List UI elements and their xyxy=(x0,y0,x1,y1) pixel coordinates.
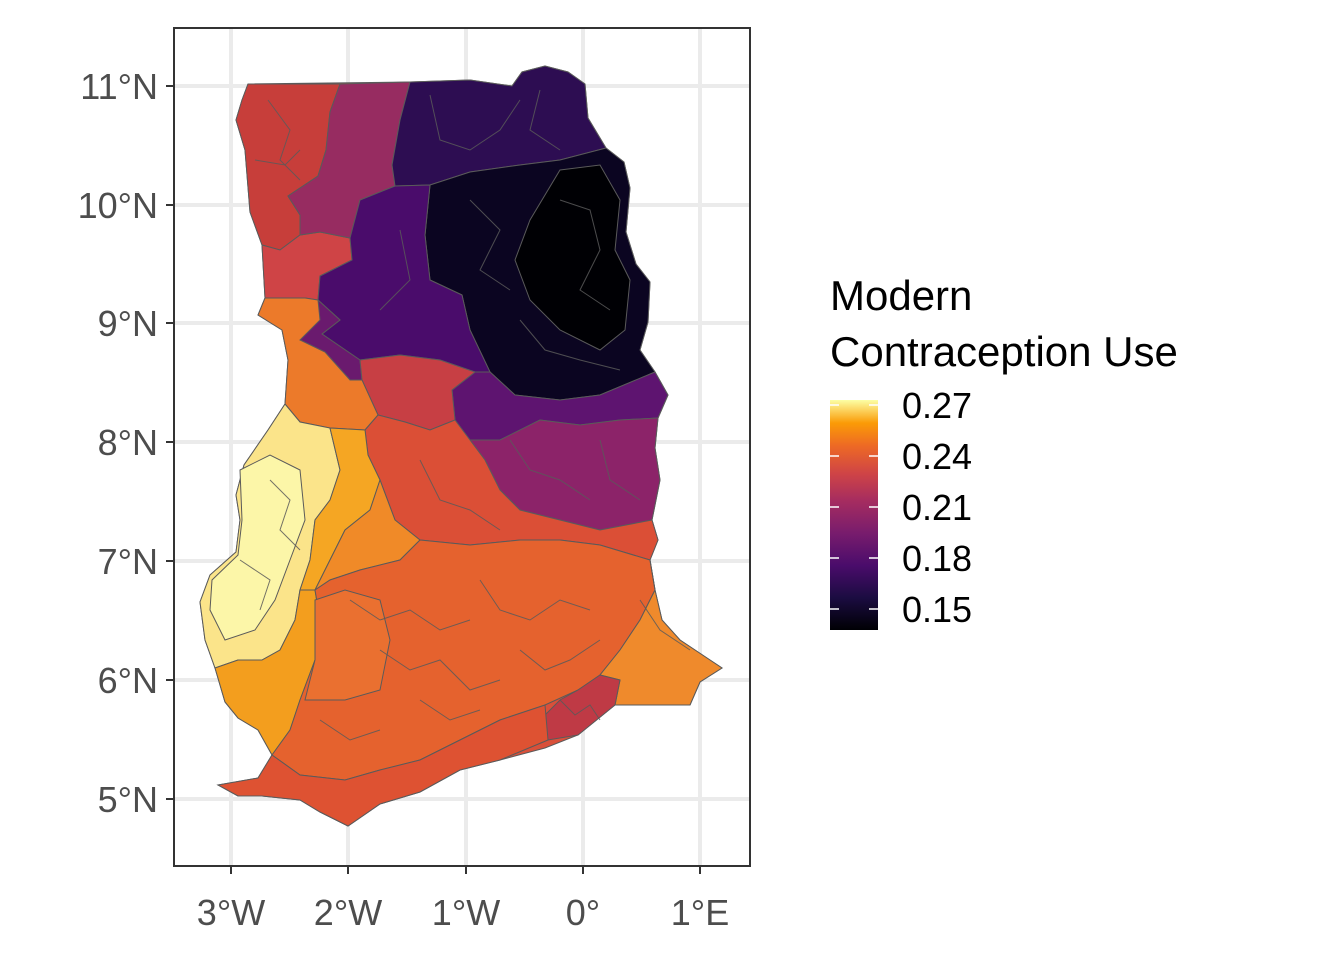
legend-label: 0.15 xyxy=(902,589,972,630)
x-tick-label: 1°E xyxy=(671,892,729,933)
y-tick-label: 5°N xyxy=(98,779,158,820)
x-tick-label: 2°W xyxy=(314,892,382,933)
legend-label: 0.21 xyxy=(902,487,972,528)
x-tick-label: 1°W xyxy=(432,892,500,933)
legend-colorbar xyxy=(830,400,878,630)
region-southeast xyxy=(599,559,723,706)
region-far-west-core xyxy=(209,454,306,641)
y-tick-label: 8°N xyxy=(98,422,158,463)
y-tick-label: 7°N xyxy=(98,541,158,582)
region-western-south xyxy=(304,589,391,701)
legend-title-line2: Contraception Use xyxy=(830,328,1178,375)
legend-label: 0.27 xyxy=(902,385,972,426)
ghana-map xyxy=(199,65,723,827)
y-tick-label: 9°N xyxy=(98,303,158,344)
axis-ticks xyxy=(166,85,701,874)
y-tick-label: 6°N xyxy=(98,660,158,701)
legend-label: 0.18 xyxy=(902,538,972,579)
y-tick-label: 10°N xyxy=(78,185,158,226)
legend-label: 0.24 xyxy=(902,436,972,477)
region-west-corridor xyxy=(257,297,379,431)
legend-title-line1: Modern xyxy=(830,272,972,319)
plot-border xyxy=(173,27,751,867)
x-tick-label: 0° xyxy=(566,892,600,933)
legend: Modern Contraception Use 0.27 0.24 0.21 … xyxy=(830,272,1178,630)
y-tick-label: 11°N xyxy=(80,66,158,107)
x-tick-label: 3°W xyxy=(197,892,265,933)
legend-ticks xyxy=(830,404,878,610)
region-coast xyxy=(216,704,549,827)
district-boundaries xyxy=(239,89,691,741)
